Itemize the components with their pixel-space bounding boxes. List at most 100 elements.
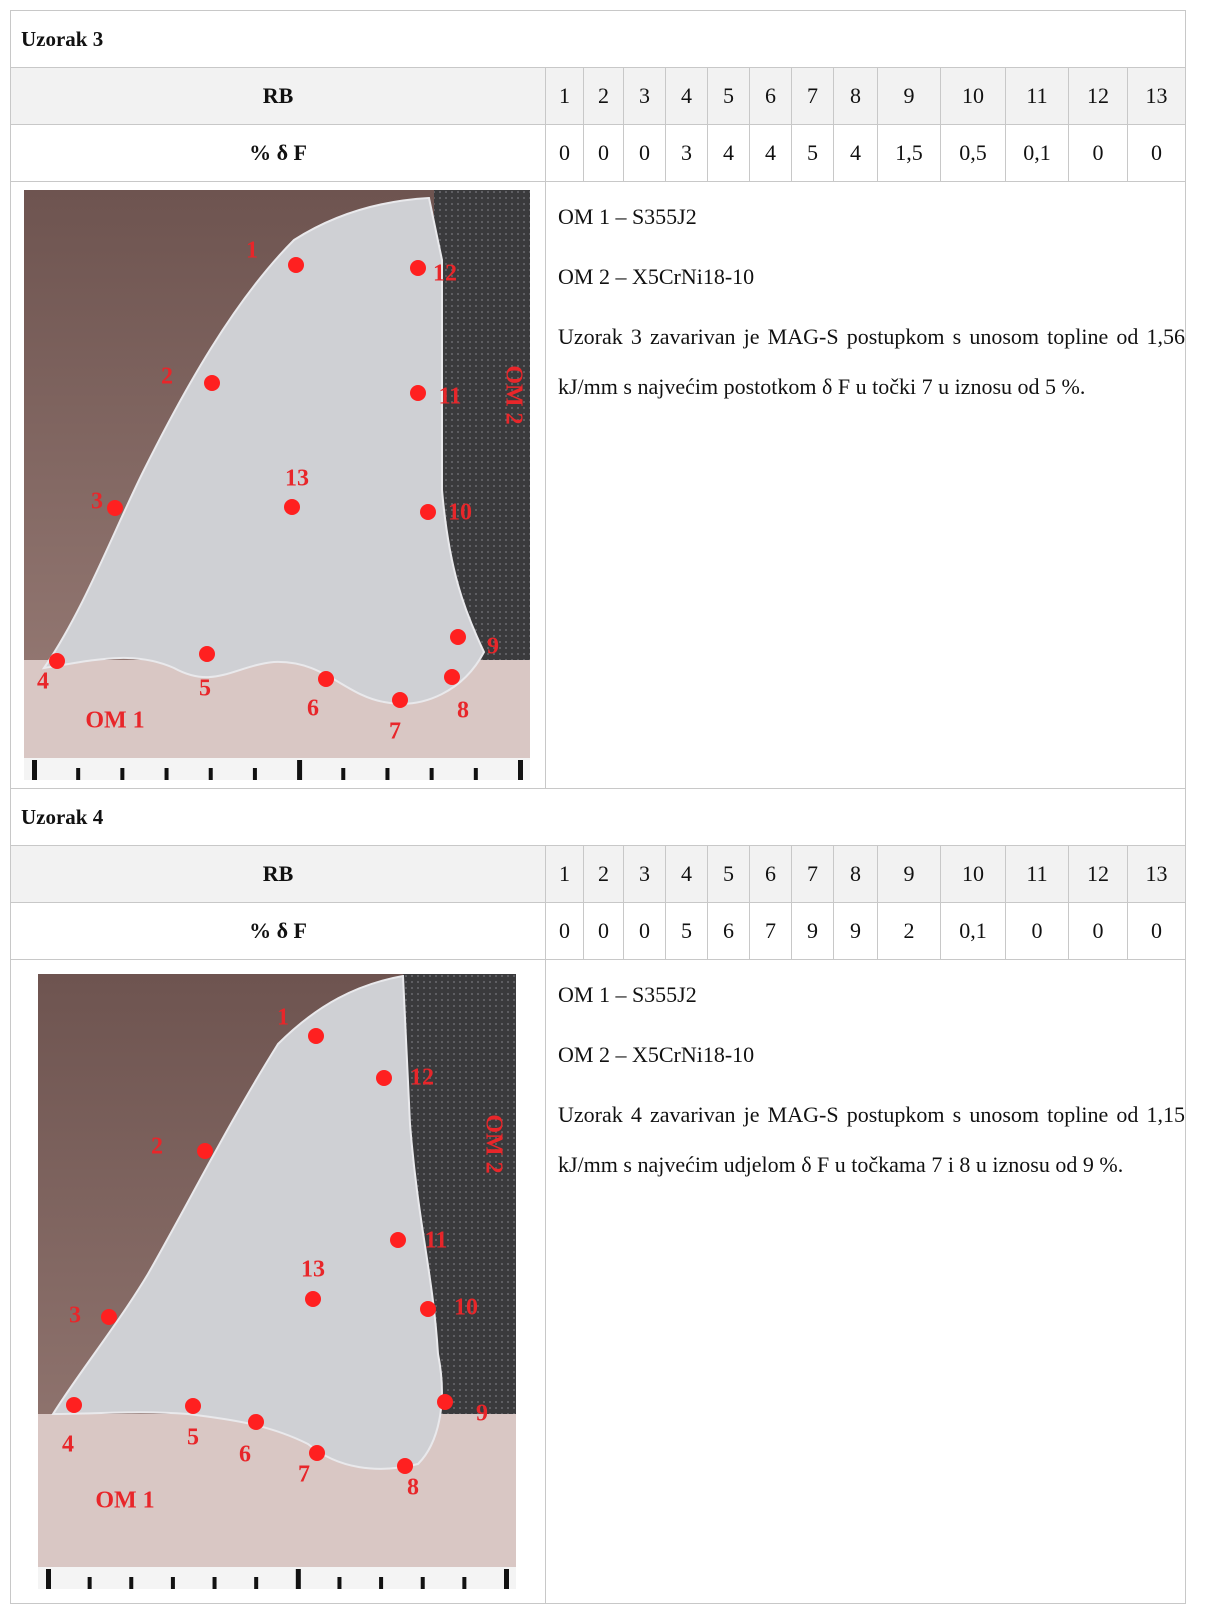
ferrite-value: 0,1 bbox=[940, 902, 1006, 960]
ferrite-value: 0 bbox=[1068, 124, 1128, 182]
ferrite-value: 0 bbox=[623, 902, 666, 960]
point-label: 12 bbox=[410, 1065, 434, 1091]
description-paragraph: OM 2 – X5CrNi18-10 bbox=[558, 1042, 755, 1067]
measurement-point bbox=[49, 653, 65, 669]
ruler-tick bbox=[429, 768, 434, 780]
ruler-tick bbox=[170, 1577, 175, 1589]
description-paragraph: Uzorak 3 zavarivan je MAG-S postupkom s … bbox=[558, 324, 1186, 399]
point-label: 9 bbox=[487, 634, 499, 660]
measurement-point bbox=[305, 1291, 321, 1307]
ruler-tick bbox=[254, 1577, 259, 1589]
figure-row: 1 2 3 4 5 6 7 8 9 10 11 12 13 OM 1 OM 2 OM 1 – S355J2 OM… bbox=[10, 181, 1187, 789]
ferrite-value: 6 bbox=[707, 902, 750, 960]
ferrite-value: 9 bbox=[833, 902, 878, 960]
ruler-tick bbox=[252, 768, 257, 780]
point-number: 10 bbox=[940, 67, 1006, 125]
point-number: 11 bbox=[1005, 67, 1069, 125]
measurement-point bbox=[318, 671, 334, 687]
ruler-tick bbox=[164, 768, 169, 780]
ferrite-value: 0,5 bbox=[940, 124, 1006, 182]
ruler-tick bbox=[462, 1577, 467, 1589]
ruler-tick bbox=[208, 768, 213, 780]
point-number: 10 bbox=[940, 845, 1006, 903]
sample-title: Uzorak 4 bbox=[9, 788, 1187, 846]
ruler-tick bbox=[420, 1577, 425, 1589]
ferrite-value: 4 bbox=[707, 124, 750, 182]
point-label: OM 1 bbox=[85, 708, 144, 734]
measurement-point bbox=[392, 692, 408, 708]
point-label: 4 bbox=[62, 1432, 74, 1458]
ruler-tick bbox=[32, 760, 37, 780]
measurement-point bbox=[309, 1445, 325, 1461]
ruler-tick bbox=[504, 1569, 509, 1589]
weld-bead bbox=[41, 196, 486, 705]
measurement-point bbox=[284, 499, 300, 515]
measurement-point bbox=[288, 257, 304, 273]
ferrite-value: 0 bbox=[1126, 902, 1187, 960]
sample-title: Uzorak 3 bbox=[9, 10, 1187, 68]
point-number: 11 bbox=[1005, 845, 1069, 903]
ruler-tick bbox=[337, 1577, 342, 1589]
ruler-tick bbox=[87, 1577, 92, 1589]
point-number: 1 bbox=[545, 67, 584, 125]
point-label: 1 bbox=[277, 1005, 289, 1031]
ferrite-value: 5 bbox=[791, 124, 834, 182]
point-label: 8 bbox=[457, 698, 469, 724]
description-paragraph: OM 1 – S355J2 bbox=[558, 982, 697, 1007]
point-label: 10 bbox=[454, 1295, 478, 1321]
values-row: % δ F 0 0 0 5 6 7 9 9 2 0,1 0 0 0 bbox=[10, 902, 1187, 960]
ferrite-value: 4 bbox=[833, 124, 878, 182]
description-paragraph: OM 1 – S355J2 bbox=[558, 204, 697, 229]
ruler-tick bbox=[46, 1569, 51, 1589]
point-number: 3 bbox=[623, 845, 666, 903]
point-label: 13 bbox=[301, 1257, 325, 1283]
point-label: 12 bbox=[433, 261, 457, 287]
description-cell: OM 1 – S355J2 OM 2 – X5CrNi18-10 Uzorak 3 … bbox=[544, 181, 1187, 789]
point-label: 3 bbox=[91, 489, 103, 515]
ruler-tick bbox=[76, 768, 81, 780]
ferrite-value: 0 bbox=[1068, 902, 1128, 960]
ferrite-value: 0 bbox=[545, 124, 584, 182]
ruler-tick bbox=[212, 1577, 217, 1589]
point-number: 2 bbox=[583, 845, 624, 903]
ruler bbox=[38, 1567, 516, 1589]
measurement-point bbox=[308, 1028, 324, 1044]
measurement-point bbox=[397, 1458, 413, 1474]
point-number: 6 bbox=[749, 845, 792, 903]
point-label: OM 2 bbox=[500, 365, 526, 424]
measurement-point bbox=[437, 1394, 453, 1410]
point-label: OM 1 bbox=[95, 1488, 154, 1514]
point-label: 2 bbox=[161, 364, 173, 390]
ferrite-value: 9 bbox=[791, 902, 834, 960]
point-number: 12 bbox=[1068, 845, 1128, 903]
point-number: 5 bbox=[707, 67, 750, 125]
point-number: 7 bbox=[791, 845, 834, 903]
measurement-point bbox=[410, 385, 426, 401]
figure-cell: 1 2 3 4 5 6 7 8 9 10 11 12 13 OM 1 OM 2 bbox=[10, 181, 546, 789]
base-metal bbox=[38, 1414, 516, 1567]
ruler-tick bbox=[129, 1577, 134, 1589]
ruler-tick bbox=[120, 768, 125, 780]
ferrite-value: 0,1 bbox=[1005, 124, 1069, 182]
ruler-tick bbox=[297, 760, 303, 780]
point-label: 6 bbox=[239, 1442, 251, 1468]
measurement-point bbox=[248, 1414, 264, 1430]
point-number: 8 bbox=[833, 845, 878, 903]
ferrite-value: 2 bbox=[877, 902, 941, 960]
point-number: 5 bbox=[707, 845, 750, 903]
point-label: 3 bbox=[69, 1303, 81, 1329]
measurement-point bbox=[204, 375, 220, 391]
row-header: RB bbox=[10, 845, 546, 903]
point-number: 9 bbox=[877, 67, 941, 125]
description-paragraph: OM 2 – X5CrNi18-10 bbox=[558, 264, 755, 289]
ferrite-value: 0 bbox=[583, 124, 624, 182]
measurement-point bbox=[197, 1143, 213, 1159]
point-number: 13 bbox=[1126, 845, 1187, 903]
measurement-point bbox=[199, 646, 215, 662]
ferrite-value: 0 bbox=[583, 902, 624, 960]
figure-cell: 1 2 3 4 5 6 7 8 9 10 11 12 13 OM 1 OM 2 bbox=[10, 959, 546, 1604]
row-label: % δ F bbox=[10, 124, 546, 182]
description-paragraph: Uzorak 4 zavarivan je MAG-S postupkom s … bbox=[558, 1102, 1186, 1177]
